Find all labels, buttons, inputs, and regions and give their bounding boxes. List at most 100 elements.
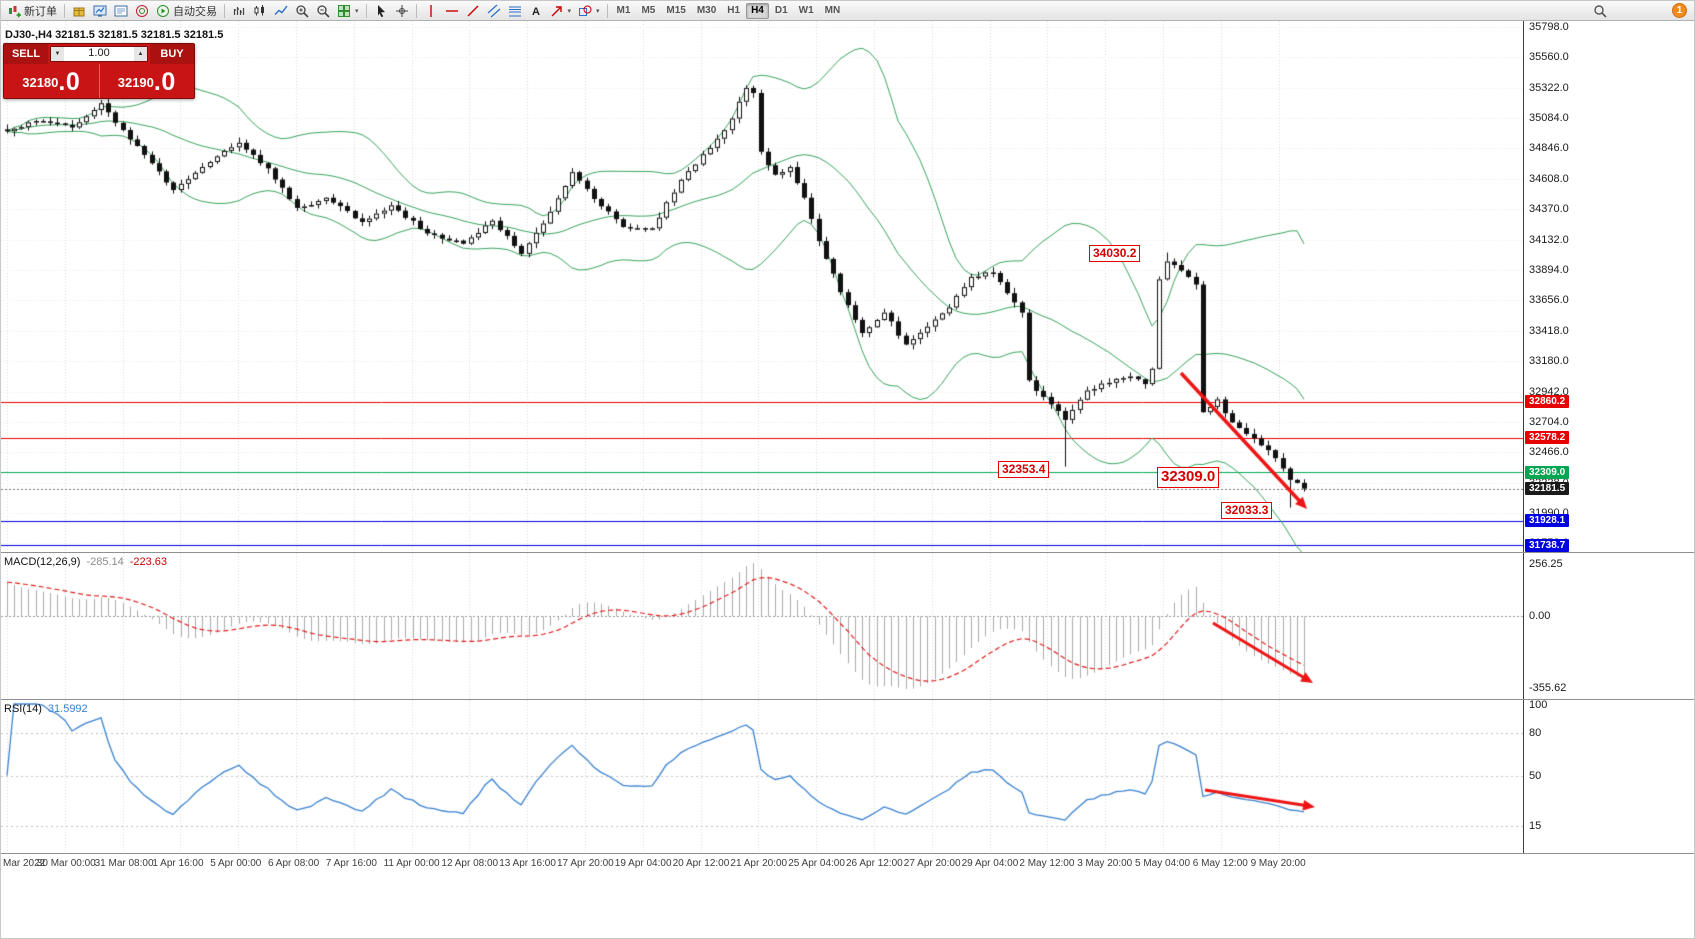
volume-stepper: ▼ 1.00 ▲ <box>50 46 148 62</box>
macd-canvas[interactable] <box>1 553 1523 699</box>
time-axis-label: 13 Apr 16:00 <box>499 858 556 869</box>
search-button[interactable] <box>1590 2 1610 20</box>
price-axis-label: 32942.0 <box>1529 385 1569 398</box>
channel-icon <box>487 4 501 18</box>
horizontal-line-button[interactable] <box>442 2 462 20</box>
auto-trading-icon <box>156 4 170 18</box>
candlestick-chart-button[interactable] <box>250 2 270 20</box>
timeframe-mn[interactable]: MN <box>820 3 846 19</box>
vertical-line-button[interactable] <box>421 2 441 20</box>
rsi-axis-label: 50 <box>1529 769 1542 782</box>
fibonacci-button[interactable] <box>505 2 525 20</box>
tile-windows-button[interactable]: ▾ <box>334 2 362 20</box>
market-watch-icon <box>93 4 107 18</box>
auto-trading-label: 自动交易 <box>173 5 217 18</box>
text-tool-button[interactable]: A <box>526 2 546 20</box>
time-axis-label: 27 Apr 20:00 <box>903 858 961 869</box>
price-axis-label: 33418.0 <box>1529 324 1569 337</box>
timeframe-m15[interactable]: M15 <box>661 3 690 19</box>
time-axis-label: 21 Apr 20:00 <box>730 858 788 869</box>
zoom-in-button[interactable] <box>292 2 312 20</box>
buy-button[interactable]: BUY <box>150 44 194 64</box>
buy-price-main: 32190 <box>117 75 154 90</box>
package-icon <box>72 4 86 18</box>
buy-price-pips: .0 <box>153 68 176 96</box>
timeframe-m1[interactable]: M1 <box>612 3 636 19</box>
time-axis-label: 7 Apr 16:00 <box>325 858 377 869</box>
cursor-button[interactable] <box>371 2 391 20</box>
data-window-icon <box>114 4 128 18</box>
symbol-ohlc-header: DJ30-,H4 32181.5 32181.5 32181.5 32181.5 <box>5 29 224 41</box>
price-chart-panel: 35798.0 35560.0 35322.0 35084.0 34846.0 34608… <box>1 21 1694 552</box>
bar-chart-icon <box>232 4 246 18</box>
price-callout[interactable]: 32033.3 <box>1221 502 1273 519</box>
price-chart-canvas[interactable] <box>1 21 1523 552</box>
price-callout[interactable]: 32353.4 <box>998 461 1050 478</box>
bottom-empty-area <box>1 873 1694 938</box>
buy-price[interactable]: 32190 .0 <box>98 64 195 98</box>
toolbar-separator <box>64 3 65 18</box>
market-watch-button[interactable] <box>90 2 110 20</box>
rsi-header: RSI(14) 31.5992 <box>4 703 88 715</box>
new-order-icon <box>7 4 21 18</box>
price-callout[interactable]: 34030.2 <box>1089 245 1141 262</box>
price-callout[interactable]: 32309.0 <box>1157 467 1220 488</box>
volume-down-button[interactable]: ▼ <box>51 47 64 61</box>
crosshair-button[interactable] <box>392 2 412 20</box>
price-axis-label: 35322.0 <box>1529 81 1569 94</box>
channel-button[interactable] <box>484 2 504 20</box>
scripts-icon <box>135 4 149 18</box>
arrows-tool-button[interactable]: ▾ <box>547 2 575 20</box>
time-axis-label: 5 May 04:00 <box>1135 858 1191 869</box>
line-chart-button[interactable] <box>271 2 291 20</box>
price-axis-label: 33180.0 <box>1529 355 1569 368</box>
account-badge[interactable]: 1 <box>1672 3 1687 18</box>
current-price-box: 32181.5 <box>1525 482 1570 496</box>
timeframe-m30[interactable]: M30 <box>692 3 721 19</box>
time-axis-label: 3 May 20:00 <box>1077 858 1133 869</box>
timeframe-d1[interactable]: D1 <box>770 3 793 19</box>
rsi-axis-label: 15 <box>1529 819 1542 832</box>
bar-chart-button[interactable] <box>229 2 249 20</box>
data-window-button[interactable] <box>111 2 131 20</box>
timeframe-h1[interactable]: H1 <box>722 3 745 19</box>
fibonacci-icon <box>508 4 522 18</box>
macd-axis-max: 256.25 <box>1529 558 1563 570</box>
price-scale[interactable]: 35798.0 35560.0 35322.0 35084.0 34846.0 34608… <box>1523 21 1694 552</box>
time-axis-label: 17 Apr 20:00 <box>557 858 614 869</box>
macd-value-main: -285.14 <box>86 556 124 568</box>
macd-panel: 256.25 0.00 -355.62 MACD(12,26,9) -285.14 -2… <box>1 552 1694 699</box>
sell-price[interactable]: 32180 .0 <box>4 64 99 98</box>
trendline-button[interactable] <box>463 2 483 20</box>
macd-scale[interactable]: 256.25 0.00 -355.62 <box>1523 553 1694 699</box>
timeframe-w1[interactable]: W1 <box>794 3 819 19</box>
time-axis[interactable]: Mar 2022 30 Mar 00:00 31 Mar 08:00 1 Apr 16… <box>1 853 1694 873</box>
macd-axis-min: -355.62 <box>1529 682 1567 694</box>
time-axis-label: 1 Apr 16:00 <box>152 858 204 869</box>
time-axis-label: 2 May 12:00 <box>1019 858 1075 869</box>
rsi-canvas[interactable] <box>1 700 1523 853</box>
crosshair-icon <box>395 4 409 18</box>
rsi-panel: 100 80 50 15 RSI(14) 31.5992 <box>1 699 1694 853</box>
sell-button[interactable]: SELL <box>4 44 48 64</box>
trendline-icon <box>466 4 480 18</box>
time-axis-label: 12 Apr 08:00 <box>441 858 499 869</box>
package-button[interactable] <box>69 2 89 20</box>
shapes-tool-button[interactable]: ▾ <box>575 2 603 20</box>
scripts-button[interactable] <box>132 2 152 20</box>
dropdown-caret-icon: ▾ <box>355 7 359 15</box>
auto-trading-button[interactable]: 自动交易 <box>153 2 220 20</box>
timeframe-h4[interactable]: H4 <box>746 2 769 19</box>
price-axis-label: 35560.0 <box>1529 51 1569 64</box>
price-level-box: 31928.1 <box>1525 514 1570 528</box>
time-axis-label: 6 Apr 08:00 <box>268 858 320 869</box>
new-order-button[interactable]: 新订单 <box>4 2 60 20</box>
rsi-scale[interactable]: 100 80 50 15 <box>1523 699 1694 853</box>
zoom-out-button[interactable] <box>313 2 333 20</box>
timeframe-m5[interactable]: M5 <box>636 3 660 19</box>
volume-input[interactable]: 1.00 <box>88 47 110 59</box>
price-axis-label: 32704.0 <box>1529 415 1569 428</box>
volume-up-button[interactable]: ▲ <box>134 47 147 61</box>
price-level-box: 32578.2 <box>1525 431 1570 445</box>
time-axis-label: 31 Mar 08:00 <box>94 858 154 869</box>
